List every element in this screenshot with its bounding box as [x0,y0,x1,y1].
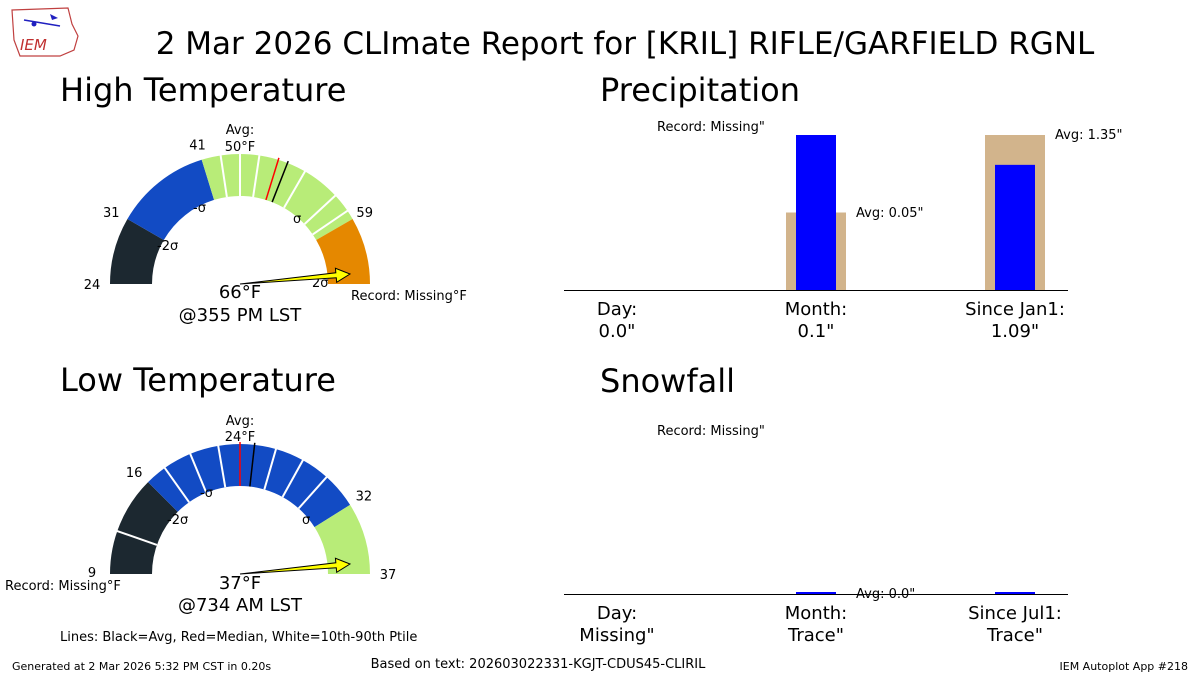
low-band-2 [314,504,370,574]
line-legend: Lines: Black=Avg, Red=Median, White=10th… [60,630,417,645]
snow-heading: Snowfall [600,362,735,400]
precip-avg-month-label: Avg: 0.05" [856,206,924,221]
low-percentile-line-4 [263,446,278,490]
low-needle-arrow [239,557,352,575]
low-sigma-plus1: σ [302,513,310,528]
low-tick-2: 32 [356,489,373,504]
high-sigma-minus1: -σ [193,201,206,216]
snow-obs-year-bar [995,592,1035,594]
precip-avg-year-label: Avg: 1.35" [1055,128,1123,143]
high-sigma-plus2: 2σ [312,276,329,291]
high-band-2 [201,154,353,240]
low-temp-gauge: 9 16 32 37 Avg: 24°F -2σ -σ σ 37°F @734 … [5,414,396,616]
source-text-footer: Based on text: 202603022331-KGJT-CDUS45-… [371,657,706,672]
high-percentile-line-2 [252,153,261,198]
high-tick-1: 31 [103,206,120,221]
low-avg-value: 24°F [225,430,256,445]
high-avg-label: Avg: [226,123,254,138]
high-band-0 [110,219,164,284]
logo-text: IEM [20,36,47,54]
snow-month-label: Month: [785,603,847,624]
precip-day-label: Day: [597,299,637,320]
low-tick-3: 37 [380,568,397,583]
low-percentile-line-6 [297,474,329,510]
precip-heading: Precipitation [600,71,800,109]
precip-month-value: 0.1" [798,321,835,342]
high-gauge-tick-labels: 24 31 41 59 [84,138,373,293]
snow-month-value: Trace" [787,625,844,646]
precip-obs-year-bar [995,164,1035,290]
low-percentile-line-1 [162,465,190,503]
high-tick-2: 41 [189,138,206,153]
snow-day-value: Missing" [579,625,654,646]
precip-year-label: Since Jan1: [965,299,1065,320]
snow-season-label: Since Jul1: [968,603,1062,624]
high-tick-0: 24 [84,278,101,293]
precip-bar-chart: Record: Missing" Avg: 0.05" Avg: 1.35" D… [564,120,1123,342]
high-gauge-percentile-lines [219,152,350,236]
wind-vane-icon [50,14,58,20]
high-percentile-line-3 [283,169,307,209]
low-observed-value: 37°F [219,573,261,594]
low-temp-heading: Low Temperature [60,361,336,399]
generated-footer: Generated at 2 Mar 2026 5:32 PM CST in 0… [12,660,271,673]
station-sensor-icon [31,21,37,27]
low-sigma-minus2: -2σ [167,513,188,528]
high-record-label: Record: Missing°F [351,289,467,304]
low-percentile-line-3 [216,443,227,488]
low-gauge-tick-labels: 9 16 32 37 [88,466,396,583]
high-avg-value: 50°F [225,140,256,155]
high-observed-value: 66°F [219,282,261,303]
snow-obs-month-bar [796,592,836,594]
high-sigma-plus1: σ [293,212,301,227]
low-avg-label: Avg: [226,414,254,429]
high-temp-heading: High Temperature [60,71,346,109]
low-percentile-line-5 [281,457,305,498]
precip-day-value: 0.0" [599,321,636,342]
precip-record-label: Record: Missing" [657,120,765,135]
low-band-0 [110,482,178,574]
snow-day-label: Day: [597,603,637,624]
low-observed-time: @734 AM LST [178,595,303,616]
precip-year-value: 1.09" [991,321,1039,342]
low-sigma-minus1: -σ [200,486,213,501]
app-id-footer: IEM Autoplot App #218 [1060,660,1189,673]
low-tick-0: 9 [88,566,96,581]
snow-bar-chart: Record: Missing" Avg: 0.0" Day: Missing"… [564,424,1068,646]
page-title: 2 Mar 2026 CLImate Report for [KRIL] RIF… [156,26,1095,62]
low-percentile-line-0 [115,529,158,546]
low-record-label: Record: Missing°F [5,579,121,594]
low-gauge-percentile-lines [115,442,329,546]
precip-obs-month-bar [796,135,836,290]
high-observed-time: @355 PM LST [179,305,303,326]
high-tick-3: 59 [356,206,373,221]
low-tick-1: 16 [126,466,143,481]
high-average-line [271,160,289,203]
precip-month-label: Month: [785,299,847,320]
high-band-1 [127,159,215,240]
high-needle-arrow [239,267,352,285]
snow-avg-month-label: Avg: 0.0" [856,587,915,602]
high-percentile-line-5 [312,208,350,236]
high-median-line [265,157,280,201]
station-mast-icon [23,19,61,27]
high-percentile-line-4 [303,193,338,225]
low-percentile-line-2 [188,451,208,494]
high-band-3 [316,219,370,284]
high-sigma-minus2: -2σ [157,239,178,254]
high-temp-gauge: 24 31 41 59 Avg: 50°F -2σ -σ σ 2σ 66°F @… [84,123,467,326]
low-average-line [249,442,256,487]
high-percentile-line-0 [219,153,228,198]
snow-season-value: Trace" [986,625,1043,646]
snow-record-label: Record: Missing" [657,424,765,439]
iem-logo: IEM [11,7,79,57]
